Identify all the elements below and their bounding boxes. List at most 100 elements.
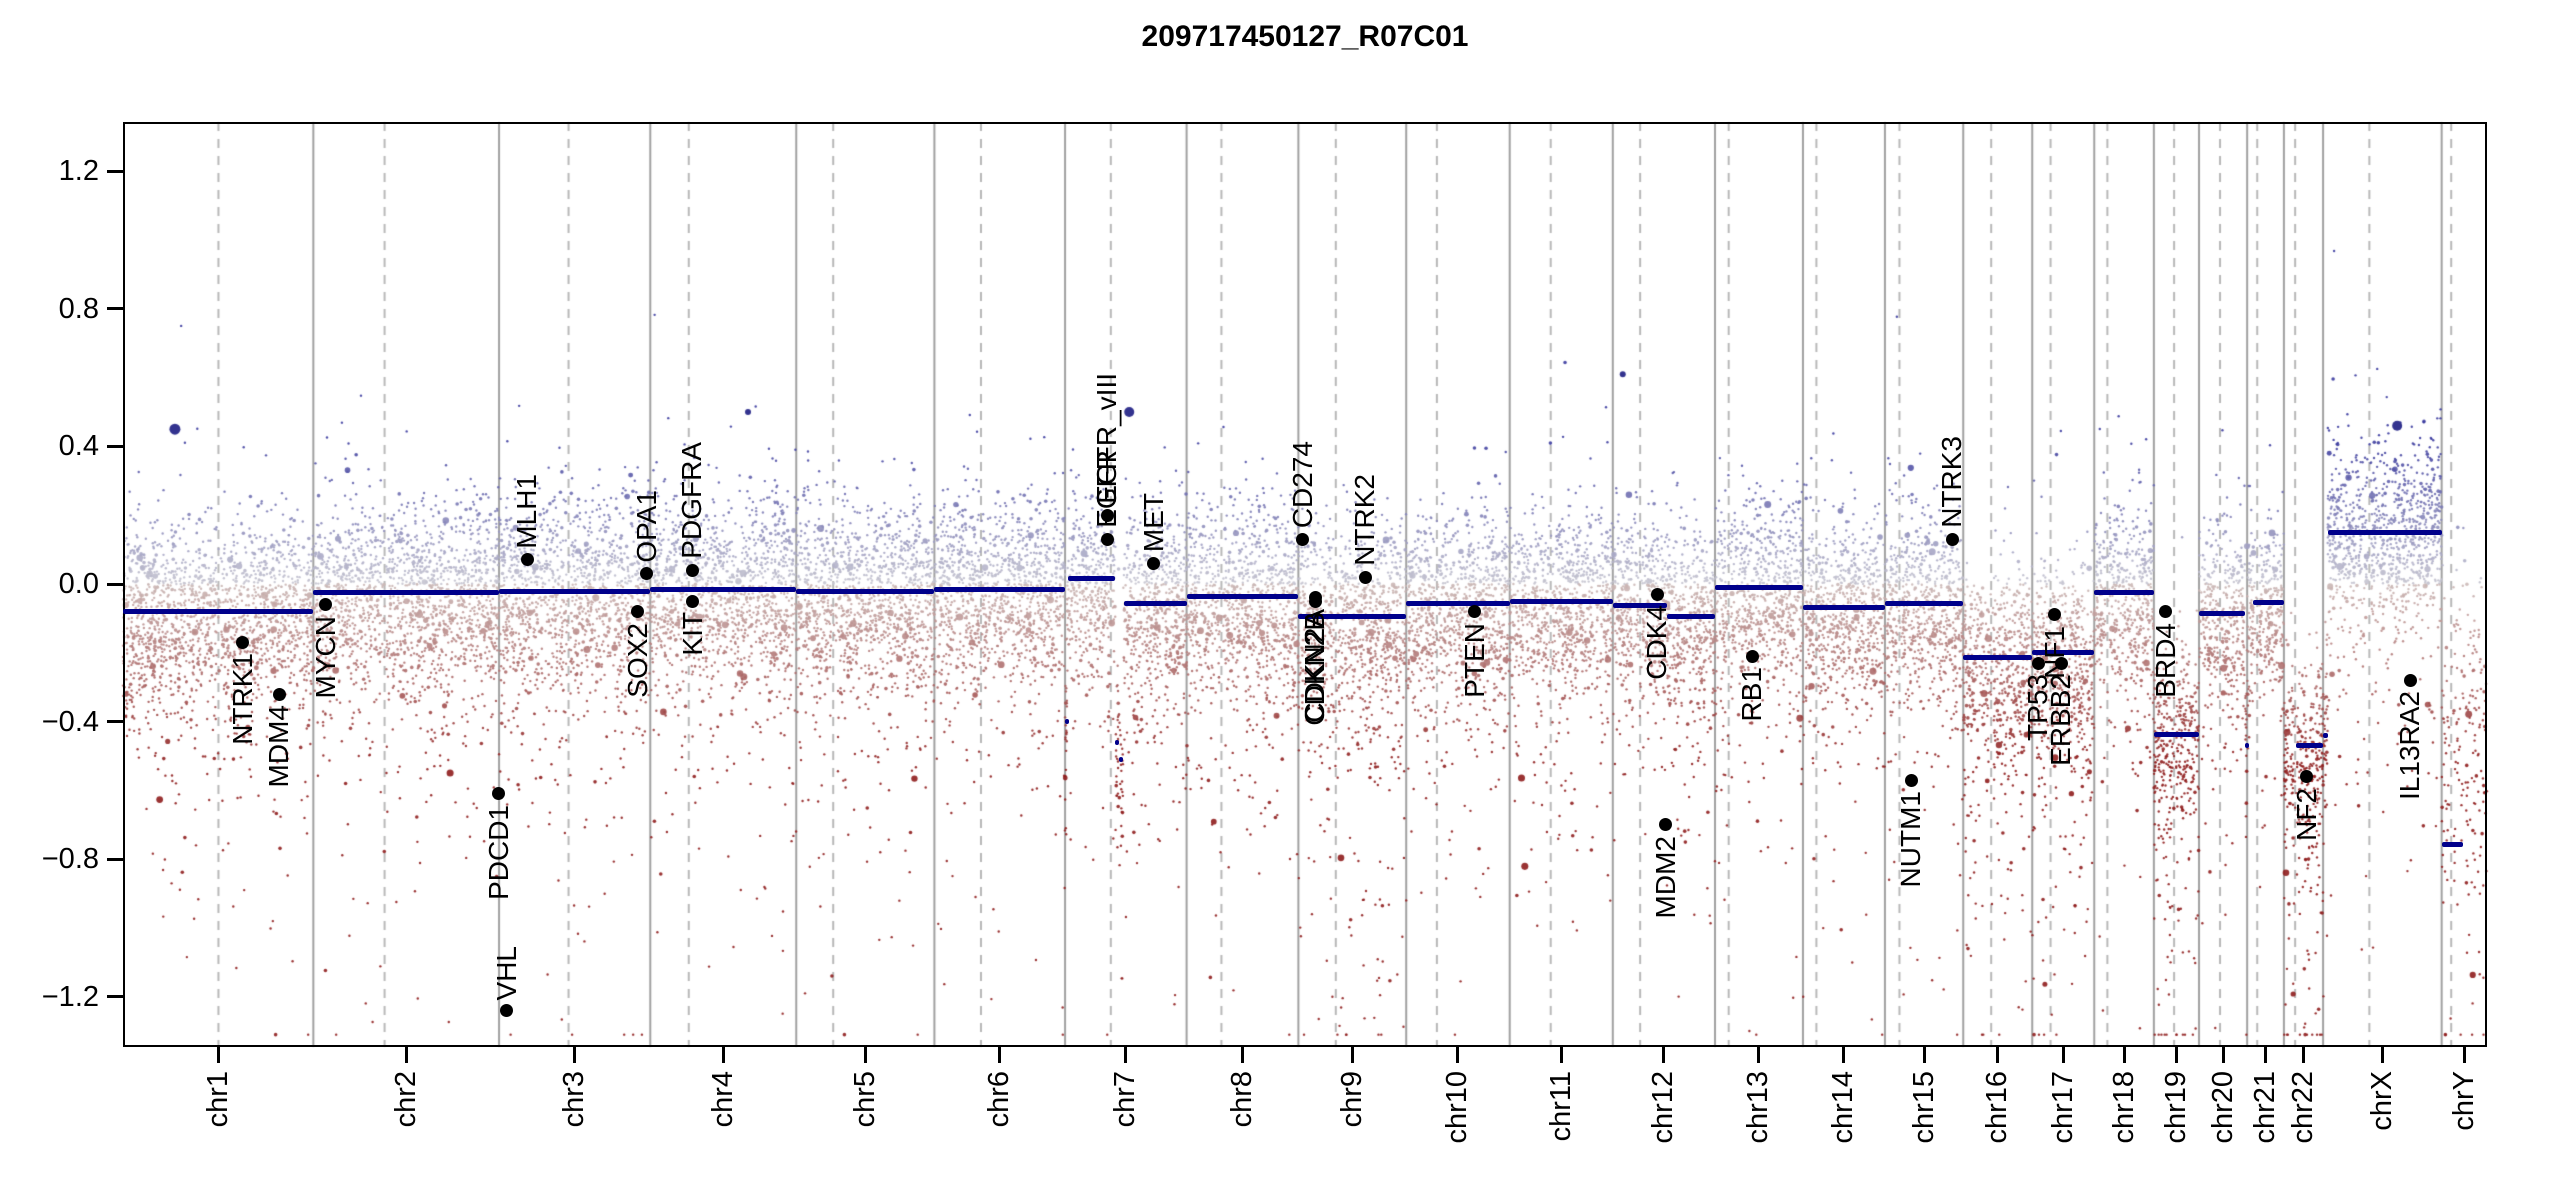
segment-line-chrX (2323, 732, 2328, 738)
x-tick-mark (216, 1047, 220, 1063)
gene-marker-dot-CDKN2B (1308, 594, 1322, 608)
gene-marker-dot-OPA1 (640, 567, 654, 581)
gene-label-PDGFRA: PDGFRA (676, 442, 708, 559)
x-tick-mark (1124, 1047, 1128, 1063)
segment-line-chr12 (1612, 603, 1668, 609)
chromosome-label-chr4: chr4 (706, 1071, 739, 1128)
x-tick-mark (721, 1047, 725, 1063)
gene-marker-dot-NF2 (2300, 770, 2314, 784)
y-tick-label: −0.8 (41, 843, 99, 876)
chromosome-label-chrY: chrY (2447, 1071, 2480, 1131)
gene-marker-dot-MET (1147, 556, 1161, 570)
gene-marker-dot-SOX2 (631, 605, 645, 619)
x-tick-mark (2380, 1047, 2384, 1063)
x-tick-mark (2264, 1047, 2268, 1063)
gene-label-NF1: NF1 (2038, 625, 2070, 679)
x-tick-mark (404, 1047, 408, 1063)
gene-marker-dot-ERBB2 (2054, 656, 2068, 670)
x-tick-mark (2061, 1047, 2065, 1063)
x-tick-mark (2174, 1047, 2178, 1063)
segment-line-chr9 (1298, 614, 1407, 620)
chromosome-label-chr16: chr16 (1981, 1071, 2014, 1144)
chromosome-label-chr13: chr13 (1742, 1071, 1775, 1144)
segment-line-chrY (2441, 841, 2464, 847)
segment-line-chr11 (1509, 599, 1613, 605)
y-tick-label: 1.2 (58, 155, 99, 188)
y-tick-label: 0.0 (58, 568, 99, 600)
segment-line-chrX (2327, 529, 2442, 535)
segment-line-chr22 (2296, 743, 2324, 749)
segment-line-chr14 (1802, 604, 1885, 610)
chromosome-label-chr21: chr21 (2249, 1071, 2282, 1144)
segment-line-chr21 (2252, 600, 2284, 606)
chromosome-label-chr7: chr7 (1109, 1071, 1142, 1128)
gene-marker-dot-NTRK2 (1358, 570, 1372, 584)
segment-line-chr7 (1115, 739, 1120, 745)
chromosome-label-chrX: chrX (2365, 1071, 2398, 1131)
segment-line-chr17 (2032, 649, 2095, 655)
gene-label-NF2: NF2 (2290, 787, 2322, 841)
y-tick-mark (107, 995, 123, 999)
chromosome-label-chr14: chr14 (1827, 1071, 1860, 1144)
y-tick-mark (107, 720, 123, 724)
gene-marker-dot-EGFR (1100, 532, 1114, 546)
x-tick-mark (1350, 1047, 1354, 1063)
x-tick-mark (1559, 1047, 1563, 1063)
chromosome-label-chr19: chr19 (2159, 1071, 2192, 1144)
x-tick-mark (2122, 1047, 2126, 1063)
chromosome-label-chr1: chr1 (201, 1071, 234, 1128)
gene-marker-dot-PDCD1 (492, 787, 506, 801)
segment-line-chr6 (934, 586, 1066, 592)
x-tick-mark (573, 1047, 577, 1063)
y-tick-label: −0.4 (41, 705, 99, 738)
gene-marker-dot-IL13RA2 (2403, 673, 2417, 687)
y-tick-mark (107, 307, 123, 311)
gene-marker-dot-NUTM1 (1904, 773, 1918, 787)
gene-label-MDM2: MDM2 (1649, 835, 1681, 919)
chromosome-label-chr15: chr15 (1907, 1071, 1940, 1144)
gene-marker-dot-BRD4 (2159, 605, 2173, 619)
gene-marker-dot-MYCN (319, 598, 333, 612)
gene-marker-dot-TP53 (2031, 656, 2045, 670)
gene-marker-dot-KIT (686, 594, 700, 608)
segment-line-chr7 (1068, 576, 1116, 582)
gene-label-BRD4: BRD4 (2149, 622, 2181, 698)
x-tick-mark (1456, 1047, 1460, 1063)
segment-line-chr12 (1667, 613, 1715, 619)
gene-label-ERBB2: ERBB2 (2045, 674, 2077, 766)
gene-label-MET: MET (1137, 493, 1169, 553)
gene-label-RB1: RB1 (1736, 667, 1768, 722)
gene-marker-dot-NF1 (2048, 608, 2062, 622)
chromosome-label-chr8: chr8 (1225, 1071, 1258, 1128)
segment-line-chr19 (2153, 732, 2199, 738)
segment-line-chr7 (1119, 756, 1124, 762)
chromosome-label-chr18: chr18 (2107, 1071, 2140, 1144)
chromosome-label-chr2: chr2 (389, 1071, 422, 1128)
segment-line-chr4 (650, 587, 797, 593)
x-tick-mark (1240, 1047, 1244, 1063)
gene-marker-dot-RB1 (1745, 649, 1759, 663)
segment-line-chr7 (1065, 719, 1070, 725)
chromosome-label-chr10: chr10 (1441, 1071, 1474, 1144)
gene-marker-dot-MLH1 (520, 553, 534, 567)
chromosome-label-chr20: chr20 (2206, 1071, 2239, 1144)
chromosome-label-chr6: chr6 (983, 1071, 1016, 1128)
gene-label-PDCD1: PDCD1 (482, 804, 514, 900)
y-tick-label: 0.4 (58, 430, 99, 463)
y-tick-mark (107, 582, 123, 586)
y-tick-label: −1.2 (41, 980, 99, 1013)
segment-line-chr7 (1124, 601, 1187, 607)
gene-label-CDKN2B: CDKN2B (1299, 612, 1331, 726)
chromosome-label-chr5: chr5 (848, 1071, 881, 1128)
gene-label-KIT: KIT (676, 612, 708, 656)
segment-line-chr20 (2199, 611, 2245, 617)
x-tick-mark (1662, 1047, 1666, 1063)
x-tick-mark (2462, 1047, 2466, 1063)
gene-label-OPA1: OPA1 (630, 489, 662, 563)
gene-label-MLH1: MLH1 (511, 473, 543, 549)
chromosome-label-chr17: chr17 (2046, 1071, 2079, 1144)
gene-marker-dot-EGFR_vIII (1100, 508, 1114, 522)
gene-label-PTEN: PTEN (1458, 622, 1490, 698)
